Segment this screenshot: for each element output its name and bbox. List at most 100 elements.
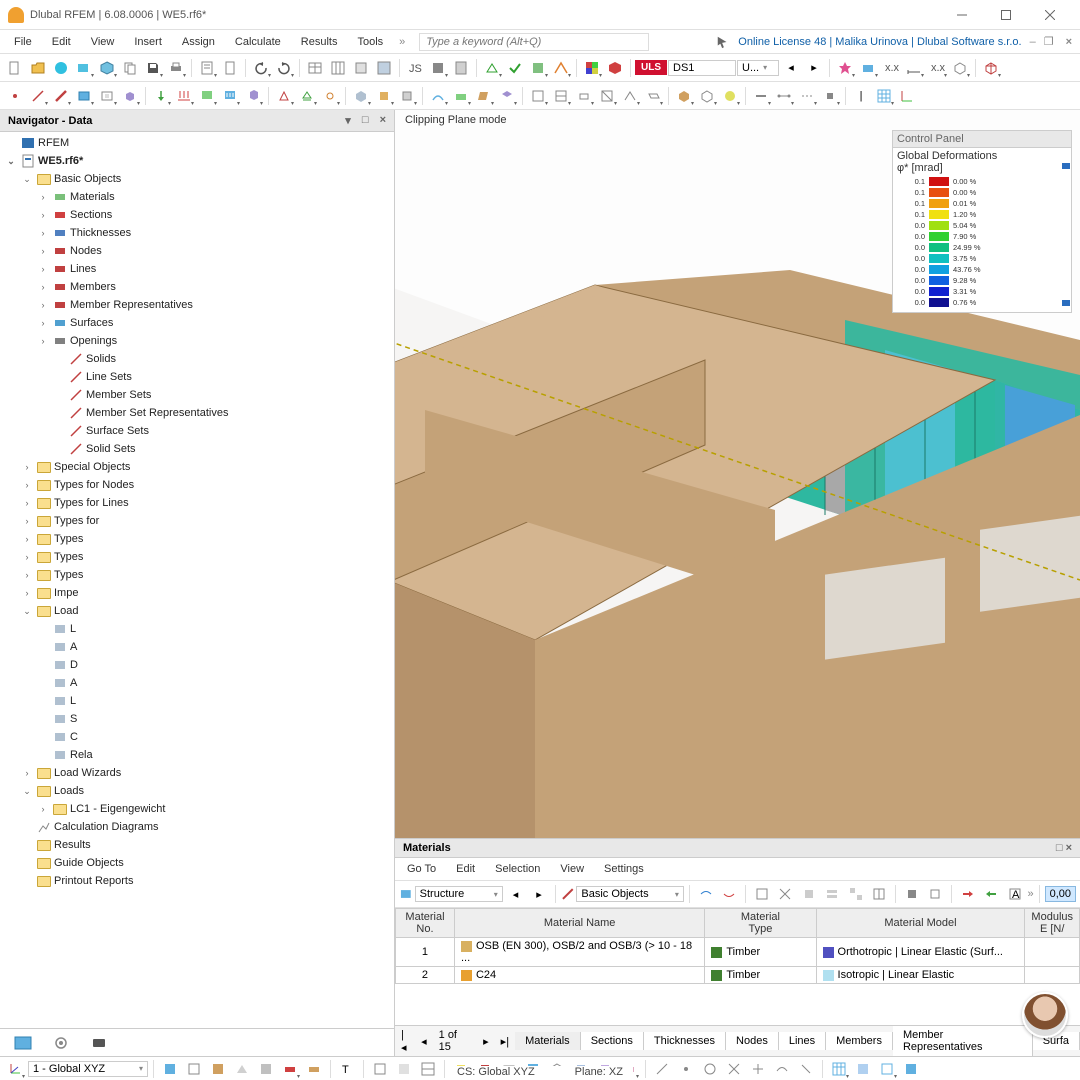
mt-b7[interactable] (845, 883, 867, 905)
mat-menu-selection[interactable]: Selection (487, 861, 548, 877)
tab-lines[interactable]: Lines (779, 1032, 826, 1050)
bb8[interactable] (369, 1058, 391, 1080)
mat-menu-settings[interactable]: Settings (596, 861, 652, 877)
m2-button[interactable] (373, 85, 395, 107)
tree-item[interactable]: C (4, 728, 394, 746)
tree-item[interactable]: RFEM (4, 134, 394, 152)
ld2-button[interactable] (173, 85, 195, 107)
minimize-button[interactable] (940, 0, 984, 30)
tree-item[interactable]: A (4, 674, 394, 692)
legend-slider[interactable] (1063, 163, 1069, 306)
tree-item[interactable]: Results (4, 836, 394, 854)
tab-nodes[interactable]: Nodes (726, 1032, 779, 1050)
mat-prev-button[interactable]: ◂ (505, 883, 527, 905)
dim1-button[interactable]: x.xx (880, 57, 902, 79)
tree-item[interactable]: ›Special Objects (4, 458, 394, 476)
l3-button[interactable] (796, 85, 818, 107)
page-prev-button[interactable]: ◂ (415, 1033, 433, 1050)
tree-item[interactable]: ⌄Load (4, 602, 394, 620)
tree-item[interactable]: ›Types (4, 530, 394, 548)
line-button[interactable] (27, 85, 49, 107)
bb26[interactable] (828, 1058, 850, 1080)
mt-b13[interactable]: A (1004, 883, 1026, 905)
mt-b1[interactable] (695, 883, 717, 905)
control-panel[interactable]: Control Panel Global Deformationsφ* [mra… (892, 130, 1072, 313)
tree-item[interactable]: ›Types for Nodes (4, 476, 394, 494)
bb17[interactable] (594, 1058, 616, 1080)
tab-sections[interactable]: Sections (581, 1032, 644, 1050)
m1-button[interactable] (350, 85, 372, 107)
color-button[interactable] (581, 57, 603, 79)
node-button[interactable] (4, 85, 26, 107)
tree-item[interactable]: ›Lines (4, 260, 394, 278)
tree-item[interactable]: ›Sections (4, 206, 394, 224)
bb16[interactable] (570, 1058, 592, 1080)
tree-item[interactable]: Solid Sets (4, 440, 394, 458)
menu-insert[interactable]: Insert (124, 33, 172, 51)
bb23[interactable] (747, 1058, 769, 1080)
bb15[interactable] (546, 1058, 568, 1080)
page-last-button[interactable]: ▸| (495, 1033, 515, 1050)
tree-item[interactable]: Member Set Representatives (4, 404, 394, 422)
tree-item[interactable]: Rela (4, 746, 394, 764)
bb21[interactable] (699, 1058, 721, 1080)
ld3-button[interactable] (196, 85, 218, 107)
sup3-button[interactable] (319, 85, 341, 107)
tree-item[interactable]: Guide Objects (4, 854, 394, 872)
bb12[interactable] (474, 1058, 496, 1080)
cs-icon-button[interactable] (4, 1058, 26, 1080)
solid-button[interactable] (119, 85, 141, 107)
close-panel-icon[interactable]: × (380, 114, 386, 127)
model-button[interactable] (96, 57, 118, 79)
iso-button[interactable] (949, 57, 971, 79)
bb22[interactable] (723, 1058, 745, 1080)
bb6[interactable] (279, 1058, 301, 1080)
more-button[interactable]: | (850, 85, 872, 107)
star-button[interactable] (834, 57, 856, 79)
surface-button[interactable] (73, 85, 95, 107)
doc-button[interactable] (219, 57, 241, 79)
more-menus-icon[interactable]: » (393, 36, 411, 48)
grid2-button[interactable] (873, 85, 895, 107)
mt-b6[interactable] (821, 883, 843, 905)
mt-b10[interactable] (924, 883, 946, 905)
uls-badge[interactable]: ULS (635, 60, 667, 75)
report-button[interactable] (196, 57, 218, 79)
opt-button[interactable] (373, 57, 395, 79)
m3-button[interactable] (396, 85, 418, 107)
ld4-button[interactable] (219, 85, 241, 107)
mat-menu-view[interactable]: View (552, 861, 592, 877)
tree-item[interactable]: ›Types (4, 566, 394, 584)
tree-item[interactable]: ›Impe (4, 584, 394, 602)
menu-calculate[interactable]: Calculate (225, 33, 291, 51)
cube-button[interactable] (604, 57, 626, 79)
new-button[interactable] (4, 57, 26, 79)
tab-thicknesses[interactable]: Thicknesses (644, 1032, 726, 1050)
print-button[interactable] (165, 57, 187, 79)
structure-combo[interactable]: Structure▾ (415, 886, 503, 902)
table-row[interactable]: 2 C24 Timber Isotropic | Linear Elastic (396, 967, 1080, 984)
mt-b5[interactable] (798, 883, 820, 905)
tree-item[interactable]: ›LC1 - Eigengewicht (4, 800, 394, 818)
page-next-button[interactable]: ▸ (477, 1033, 495, 1050)
close-button[interactable] (1028, 0, 1072, 30)
mat-menu-edit[interactable]: Edit (448, 861, 483, 877)
nav-tab-views[interactable] (84, 1033, 114, 1053)
calc-button[interactable] (450, 57, 472, 79)
mt-more[interactable]: » (1028, 888, 1034, 900)
navigator-tree[interactable]: RFEM⌄WE5.rf6*⌄Basic Objects›Materials›Se… (0, 132, 394, 1028)
r4-button[interactable] (496, 85, 518, 107)
mt-b2[interactable] (718, 883, 740, 905)
assistant-avatar[interactable] (1022, 992, 1068, 1038)
r2-button[interactable] (450, 85, 472, 107)
bb1[interactable] (159, 1058, 181, 1080)
tree-item[interactable]: L (4, 692, 394, 710)
srf-button[interactable] (857, 57, 879, 79)
s6-button[interactable] (642, 85, 664, 107)
opening-button[interactable] (96, 85, 118, 107)
th-model[interactable]: Material Model (816, 909, 1025, 938)
el-button[interactable] (527, 57, 549, 79)
mat-menu-goto[interactable]: Go To (399, 861, 444, 877)
copy-button[interactable] (119, 57, 141, 79)
tree-item[interactable]: ⌄Basic Objects (4, 170, 394, 188)
